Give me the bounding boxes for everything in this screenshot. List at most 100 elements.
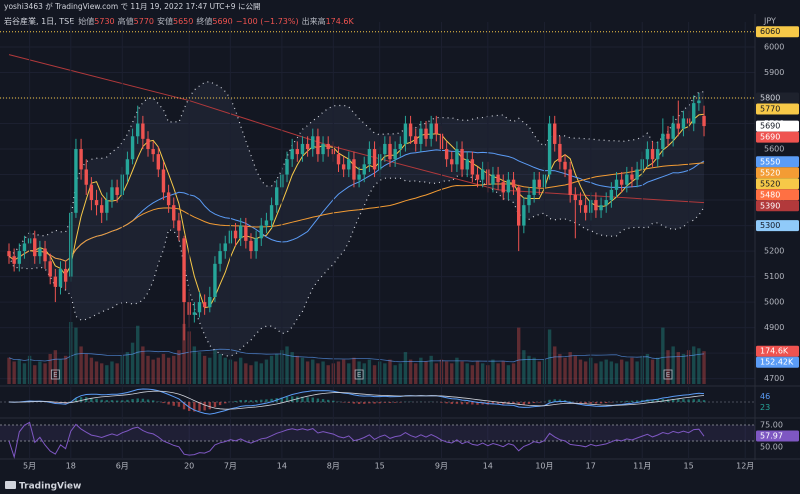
price-label-box — [756, 200, 799, 212]
rsi-level-label-box — [756, 419, 799, 431]
volume-bar — [702, 351, 706, 384]
candle-body — [305, 143, 310, 150]
candle-body — [383, 143, 387, 155]
candle-body — [625, 174, 629, 185]
macd-hist — [126, 399, 129, 402]
candle-body — [161, 169, 166, 193]
candle-body — [182, 238, 186, 303]
candle-body — [599, 205, 603, 211]
price-label: 5520 — [760, 179, 780, 188]
macd-hist — [146, 399, 150, 402]
macd-hist — [594, 402, 598, 404]
volume-bar — [223, 357, 227, 384]
price-label-box — [756, 103, 799, 115]
volume-bar — [604, 359, 608, 384]
x-tick-label: 15 — [683, 462, 693, 471]
candle-body — [403, 123, 408, 144]
macd-hist — [677, 399, 680, 402]
legend-line: 岩谷産業, 1日, TSE 始値5730 高値5770 安値5650 終値5690 −10… — [4, 16, 354, 26]
macd-hist — [440, 402, 443, 403]
x-tick-label: 8月 — [327, 462, 340, 471]
volume-bar — [311, 359, 315, 384]
macd-label: 23 — [760, 403, 770, 412]
volume-bar — [594, 363, 598, 384]
candle-body — [372, 149, 377, 170]
macd-hist — [466, 402, 469, 405]
macd-hist — [254, 400, 258, 402]
macd-hist — [198, 402, 201, 412]
x-tick-label: 18 — [66, 462, 76, 471]
price-label: 5770 — [760, 105, 780, 114]
volume-bar — [470, 365, 475, 384]
y-tick-label: 5000 — [764, 298, 784, 307]
x-tick-label: 9月 — [435, 462, 448, 471]
candle-body — [362, 164, 366, 175]
publisher: yoshi3463 が TradingView.com で 11月 19, 20… — [4, 1, 260, 11]
macd-hist — [625, 400, 629, 402]
volume-bar — [527, 355, 531, 384]
volume-bar — [48, 353, 52, 384]
volume-bar — [408, 359, 413, 384]
candle-body — [661, 133, 665, 150]
macd-hist — [605, 402, 608, 404]
volume-bar — [480, 363, 485, 384]
candle-body — [53, 276, 58, 287]
macd-hist — [218, 402, 222, 406]
candle-body — [681, 118, 686, 129]
candle-body — [269, 205, 274, 221]
candle-body — [537, 179, 541, 188]
macd-hist — [280, 397, 284, 402]
macd-hist — [296, 396, 299, 402]
macd-hist — [656, 399, 659, 402]
volume-bar — [208, 357, 212, 384]
candle-body — [233, 230, 238, 239]
macd-hist — [383, 402, 387, 403]
volume-bar — [110, 361, 114, 384]
x-tick-label: 11月 — [633, 462, 651, 471]
macd-hist — [182, 402, 186, 410]
price-label-box — [756, 189, 799, 201]
macd-hist — [682, 399, 685, 402]
macd-hist — [476, 402, 479, 405]
candle-body — [388, 143, 392, 160]
change: −100 (−1.73%) — [236, 17, 299, 26]
candle-body — [316, 136, 320, 155]
volume-bar — [192, 346, 197, 384]
macd-hist — [234, 400, 237, 402]
volume-bar — [372, 365, 377, 384]
macd-hist — [455, 402, 459, 404]
volume-bar — [58, 359, 63, 384]
candle-body — [619, 179, 624, 185]
macd-label-box — [756, 402, 799, 414]
volume-bar — [141, 346, 145, 384]
candle-body — [419, 128, 423, 144]
macd-hist — [697, 399, 701, 402]
candle-body — [347, 159, 351, 170]
candle-body — [455, 149, 459, 165]
macd-hist — [141, 398, 145, 402]
macd-hist — [306, 397, 309, 402]
volume-label-box — [756, 345, 799, 357]
volume-bar — [151, 359, 155, 384]
candle-body — [136, 123, 140, 137]
macd-hist — [115, 400, 119, 402]
volume-bar — [619, 359, 624, 384]
rsi-level-label: 50.00 — [760, 443, 783, 452]
price-label: 5550 — [760, 157, 780, 166]
candle-body — [414, 136, 418, 144]
volume-bar — [444, 361, 449, 384]
price-label-box — [756, 156, 799, 168]
x-tick-label: 12月 — [736, 462, 754, 471]
volume-bar — [130, 342, 135, 384]
event-box — [354, 369, 364, 380]
macd-hist — [285, 396, 289, 402]
macd-hist — [54, 402, 57, 404]
candle-body — [429, 123, 433, 139]
candle-body — [573, 194, 578, 201]
rsi-level-label: 75.00 — [760, 421, 783, 430]
macd-hist — [265, 399, 268, 402]
candle-body — [63, 268, 68, 282]
volume-bar — [645, 353, 650, 384]
macd-hist — [95, 398, 98, 402]
candle-body — [192, 312, 197, 315]
